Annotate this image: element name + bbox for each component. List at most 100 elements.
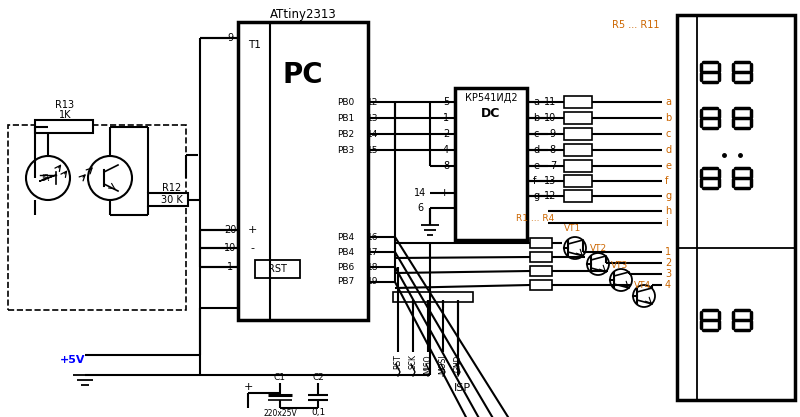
Text: 18: 18 [367,262,378,271]
Text: PB4: PB4 [337,233,354,241]
Text: R5 ... R11: R5 ... R11 [612,20,660,30]
Text: C2: C2 [312,374,324,382]
Text: RST: RST [394,354,402,369]
Text: 1: 1 [227,262,233,272]
Text: VT1: VT1 [564,224,582,233]
Text: VT4: VT4 [634,281,650,291]
Text: b: b [665,113,671,123]
Text: SCK: SCK [409,354,418,369]
Text: VT3: VT3 [611,261,629,271]
Text: PB4: PB4 [337,248,354,256]
Text: DC: DC [482,106,501,120]
Text: 1K: 1K [58,110,71,120]
Text: -: - [445,203,449,213]
Text: +: + [247,225,257,235]
Bar [530,280,552,290]
Bar [564,175,592,187]
Text: f: f [665,176,668,186]
Text: RST: RST [267,264,286,274]
Text: MOSI: MOSI [438,354,447,374]
Text: h: h [665,206,671,216]
Text: 30 K: 30 K [161,195,183,205]
Text: IR: IR [41,173,49,183]
Text: c: c [665,129,670,139]
Text: +5V: +5V [60,355,86,365]
Bar [455,88,527,240]
Text: 1: 1 [443,113,449,123]
Text: c: c [533,129,538,139]
Text: PC: PC [282,61,323,89]
Text: 1: 1 [665,247,671,257]
Bar [677,15,795,400]
Text: 14: 14 [414,188,426,198]
Text: a: a [665,97,671,107]
Text: 13: 13 [367,113,378,123]
Text: d: d [665,145,671,155]
Text: a: a [533,97,539,107]
Text: R12: R12 [162,183,182,193]
Bar [8,125,186,310]
Text: e: e [665,161,671,171]
Bar [564,112,592,124]
Text: 2: 2 [442,129,449,139]
Text: d: d [533,145,539,155]
Bar [255,260,300,278]
Text: i: i [665,218,668,228]
Text: 8: 8 [443,161,449,171]
Bar [564,144,592,156]
Bar [564,160,592,172]
Text: +: + [243,382,253,392]
Text: 12: 12 [544,191,556,201]
Text: 15: 15 [367,146,378,155]
Text: +: + [440,188,449,198]
Text: f: f [533,176,536,186]
Text: g: g [533,191,539,201]
Bar [564,190,592,202]
Text: 9: 9 [227,33,233,43]
Text: 3: 3 [665,269,671,279]
Text: g: g [665,191,671,201]
Text: 17: 17 [367,248,378,256]
Text: VT2: VT2 [590,244,606,253]
Text: PB2: PB2 [337,130,354,138]
Text: 19: 19 [367,277,378,286]
Text: 7: 7 [550,161,556,171]
Bar [564,128,592,140]
Bar [35,120,93,133]
Text: e: e [533,161,539,171]
Bar [393,292,473,302]
Text: T1: T1 [249,40,262,50]
Text: MISO: MISO [423,354,433,374]
Text: 10: 10 [224,243,236,253]
Text: 16: 16 [367,233,378,241]
Bar [564,96,592,108]
Text: 4: 4 [443,145,449,155]
Text: PB1: PB1 [337,113,354,123]
Text: PB7: PB7 [337,277,354,286]
Bar [530,238,552,248]
Text: 11: 11 [544,97,556,107]
Text: 2: 2 [665,258,671,268]
Text: b: b [533,113,539,123]
Text: 8: 8 [550,145,556,155]
Bar [530,266,552,276]
Bar [530,252,552,262]
Text: 14: 14 [367,130,378,138]
Text: R1 ... R4: R1 ... R4 [516,214,554,223]
Text: 12: 12 [367,98,378,106]
Bar [148,193,188,206]
Text: КР541ИД2: КР541ИД2 [465,93,518,103]
Text: 220x25V: 220x25V [263,409,297,417]
Text: PB0: PB0 [337,98,354,106]
Text: -: - [250,243,254,253]
Text: 4: 4 [665,280,671,290]
Text: 6: 6 [417,203,423,213]
Text: ATtiny2313: ATtiny2313 [270,8,336,20]
Text: PB6: PB6 [337,262,354,271]
Text: 0,1: 0,1 [311,409,325,417]
Text: 5: 5 [442,97,449,107]
Text: R13: R13 [55,100,74,110]
Text: PB3: PB3 [337,146,354,155]
Bar [238,22,368,320]
Text: C1: C1 [274,374,286,382]
